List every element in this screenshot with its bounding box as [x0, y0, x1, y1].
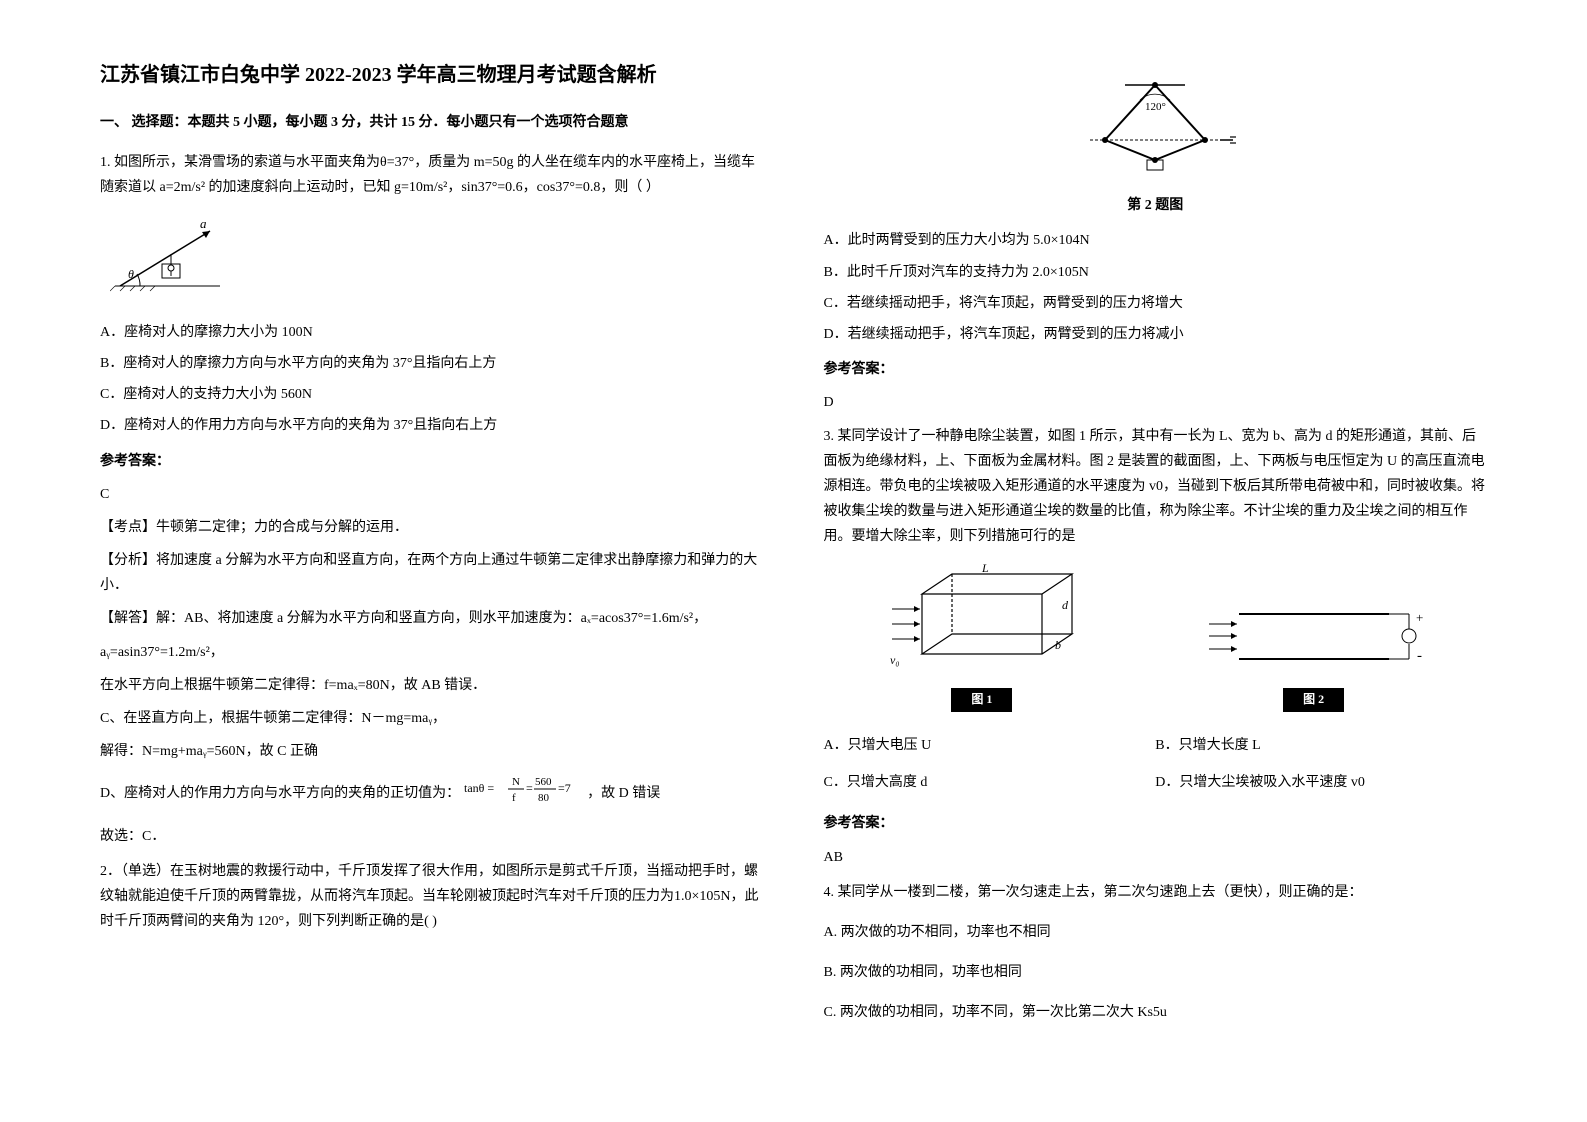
q1-analysis-4: aᵧ=asin37°=1.2m/s²， — [100, 640, 764, 665]
q3-option-c: C．只增大高度 d — [824, 770, 1156, 795]
q1-answer-header: 参考答案： — [100, 449, 764, 474]
svg-text:-: - — [1417, 648, 1422, 664]
q1-option-b: B．座椅对人的摩擦力方向与水平方向的夹角为 37°且指向右上方 — [100, 351, 764, 376]
svg-text:b: b — [1055, 638, 1061, 652]
q2-option-d: D．若继续摇动把手，将汽车顶起，两臂受到的压力将减小 — [824, 322, 1488, 347]
svg-text:=7: =7 — [558, 781, 571, 795]
svg-text:f: f — [512, 792, 516, 804]
q1-analysis-8-prefix: D、座椅对人的作用力方向与水平方向的夹角的正切值为： — [100, 786, 460, 801]
q3-answer-header: 参考答案： — [824, 811, 1488, 836]
svg-text:120°: 120° — [1145, 101, 1166, 113]
q1-analysis-2: 【分析】将加速度 a 分解为水平方向和竖直方向，在两个方向上通过牛顿第二定律求出… — [100, 548, 764, 598]
q4-option-a: A. 两次做的功不相同，功率也不相同 — [824, 920, 1488, 945]
q4-text: 4. 某同学从一楼到二楼，第一次匀速走上去，第二次匀速跑上去（更快），则正确的是… — [824, 880, 1488, 905]
svg-text:=: = — [526, 781, 533, 795]
q1-analysis-8-suffix: ，故 D 错误 — [587, 786, 660, 801]
q2-answer-header: 参考答案： — [824, 357, 1488, 382]
q1-analysis-3: 【解答】解：AB、将加速度 a 分解为水平方向和竖直方向，则水平加速度为：aₓ=… — [100, 606, 764, 631]
question-1: 1. 如图所示，某滑雪场的索道与水平面夹角为θ=37°，质量为 m=50g 的人… — [100, 150, 764, 849]
page-title: 江苏省镇江市白兔中学 2022-2023 学年高三物理月考试题含解析 — [100, 60, 764, 90]
q3-option-a: A．只增大电压 U — [824, 733, 1156, 758]
q2-option-c: C．若继续摇动把手，将汽车顶起，两臂受到的压力将增大 — [824, 291, 1488, 316]
question-3: 3. 某同学设计了一种静电除尘装置，如图 1 所示，其中有一长为 L、宽为 b、… — [824, 424, 1488, 870]
q3-diagram-2: + - — [1199, 594, 1429, 684]
q1-diagram: a θ — [110, 216, 764, 305]
q1-analysis-9: 故选：C． — [100, 824, 764, 849]
q3-caption-2: 图 2 — [1283, 688, 1344, 712]
q4-option-b: B. 两次做的功相同，功率也相同 — [824, 960, 1488, 985]
q3-option-b: B．只增大长度 L — [1155, 733, 1487, 758]
q3-text: 3. 某同学设计了一种静电除尘装置，如图 1 所示，其中有一长为 L、宽为 b、… — [824, 424, 1488, 550]
svg-text:80: 80 — [538, 792, 550, 804]
svg-text:+: + — [1416, 610, 1423, 625]
q3-diagram-1: L d b v₀ — [882, 564, 1082, 684]
q1-analysis-5: 在水平方向上根据牛顿第二定律得：f=maₓ=80N，故 AB 错误． — [100, 673, 764, 698]
q3-answer: AB — [824, 845, 1488, 870]
question-4: 4. 某同学从一楼到二楼，第一次匀速走上去，第二次匀速跑上去（更快），则正确的是… — [824, 880, 1488, 1026]
q1-analysis-8: D、座椅对人的作用力方向与水平方向的夹角的正切值为： tanθ = N f = … — [100, 772, 764, 815]
q3-caption-1: 图 1 — [951, 688, 1012, 712]
q2-diagram-container: 120° 第 2 题图 — [824, 70, 1488, 218]
svg-text:N: N — [512, 776, 520, 788]
q1-text: 1. 如图所示，某滑雪场的索道与水平面夹角为θ=37°，质量为 m=50g 的人… — [100, 150, 764, 200]
q1-formula: tanθ = N f = 560 80 =7 — [464, 772, 584, 815]
q2-option-a: A．此时两臂受到的压力大小均为 5.0×104N — [824, 228, 1488, 253]
question-2-part1: 2．（单选）在玉树地震的救援行动中，千斤顶发挥了很大作用，如图所示是剪式千斤顶，… — [100, 859, 764, 935]
q1-answer: C — [100, 482, 764, 507]
q2-diagram: 120° — [1065, 70, 1245, 180]
q3-diagrams: L d b v₀ 图 1 — [824, 564, 1488, 712]
svg-text:v₀: v₀ — [890, 653, 900, 667]
svg-text:a: a — [200, 216, 207, 231]
q2-caption: 第 2 题图 — [824, 193, 1488, 218]
q1-option-a: A．座椅对人的摩擦力大小为 100N — [100, 320, 764, 345]
q2-answer: D — [824, 390, 1488, 415]
q1-option-d: D．座椅对人的作用力方向与水平方向的夹角为 37°且指向右上方 — [100, 413, 764, 438]
svg-text:L: L — [981, 564, 989, 575]
q3-option-d: D．只增大尘埃被吸入水平速度 v0 — [1155, 770, 1487, 795]
q2-option-b: B．此时千斤顶对汽车的支持力为 2.0×105N — [824, 260, 1488, 285]
svg-text:tanθ =: tanθ = — [464, 781, 494, 795]
q1-option-c: C．座椅对人的支持力大小为 560N — [100, 382, 764, 407]
q4-option-c: C. 两次做的功相同，功率不同，第一次比第二次大 Ks5u — [824, 1000, 1488, 1025]
svg-text:d: d — [1062, 598, 1069, 612]
q1-analysis-7: 解得：N=mg+maᵧ=560N，故 C 正确 — [100, 739, 764, 764]
svg-text:560: 560 — [535, 776, 552, 788]
section-header: 一、 选择题：本题共 5 小题，每小题 3 分，共计 15 分．每小题只有一个选… — [100, 110, 764, 135]
q1-analysis-6: C、在竖直方向上，根据牛顿第二定律得：N－mg=maᵧ， — [100, 706, 764, 731]
q2-text: 2．（单选）在玉树地震的救援行动中，千斤顶发挥了很大作用，如图所示是剪式千斤顶，… — [100, 859, 764, 935]
svg-text:θ: θ — [128, 267, 134, 281]
q1-analysis-1: 【考点】牛顿第二定律；力的合成与分解的运用． — [100, 515, 764, 540]
